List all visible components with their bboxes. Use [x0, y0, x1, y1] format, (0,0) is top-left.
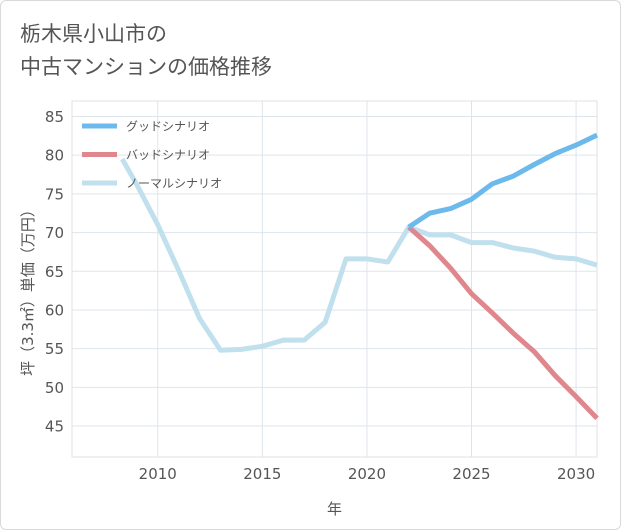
y-tick-label: 75	[45, 185, 64, 203]
legend-label-bad: バッドシナリオ	[126, 148, 210, 162]
x-tick-label: 2010	[139, 465, 177, 483]
y-tick-label: 45	[45, 418, 64, 436]
series-line-bad	[407, 225, 599, 421]
y-tick-label: 55	[45, 340, 64, 358]
x-axis-title: 年	[327, 500, 342, 518]
series-layer	[120, 132, 599, 421]
axis-tick-labels: 2010 2015 2020 2025 2030 45 50 55 60 65 70 75 80 85	[45, 108, 595, 483]
y-tick-label: 70	[45, 224, 64, 242]
plot-area-border	[71, 100, 598, 458]
y-tick-label: 65	[45, 263, 64, 281]
y-tick-label: 85	[45, 108, 64, 126]
y-tick-label: 60	[45, 301, 64, 319]
y-tick-label: 80	[45, 147, 64, 165]
series-line-normal	[120, 157, 598, 353]
grid-lines	[72, 101, 597, 457]
legend-label-good: グッドシナリオ	[126, 120, 210, 134]
series-line-good	[407, 132, 599, 230]
chart-title-line-1: 栃木県小山市の	[20, 22, 167, 46]
legend-label-normal: ノーマルシナリオ	[126, 177, 222, 191]
x-tick-label: 2015	[243, 465, 281, 483]
y-axis-title: 坪（3.3㎡）単価（万円）	[19, 202, 37, 376]
x-tick-label: 2020	[348, 465, 386, 483]
chart-title: 栃木県小山市の 中古マンションの価格推移	[20, 18, 272, 84]
chart-title-line-2: 中古マンションの価格推移	[20, 55, 272, 79]
y-tick-label: 50	[45, 379, 64, 397]
x-tick-label: 2030	[557, 465, 595, 483]
x-tick-label: 2025	[452, 465, 490, 483]
